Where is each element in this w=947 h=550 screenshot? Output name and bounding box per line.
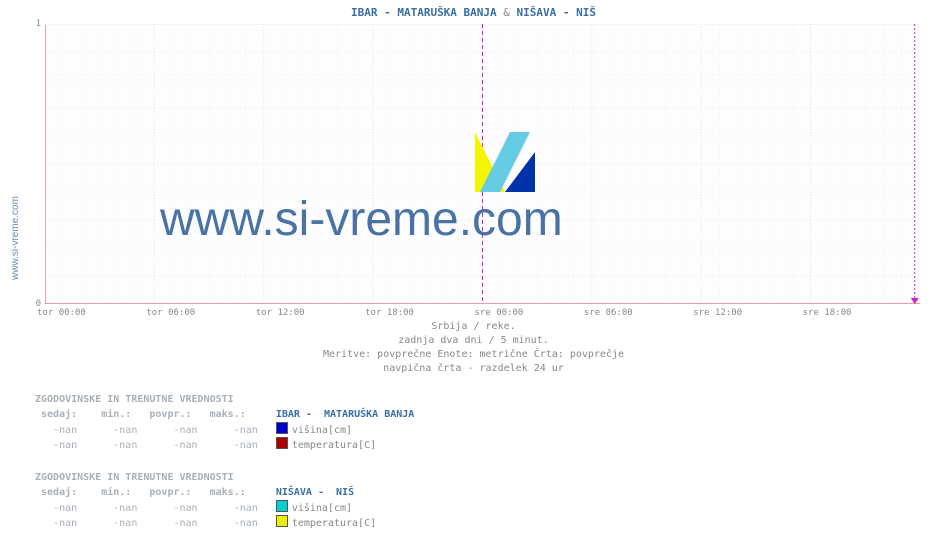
- legend-swatch: [276, 515, 288, 527]
- legend-swatch: [276, 437, 288, 449]
- legend-variable: temperatura[C]: [292, 518, 376, 529]
- xtick: tor 12:00: [256, 308, 305, 318]
- legend-variable: temperatura[C]: [292, 440, 376, 451]
- legend-swatch: [276, 500, 288, 512]
- chart-title: IBAR - MATARUŠKA BANJA & NIŠAVA - NIŠ: [0, 6, 947, 19]
- legend-row: -nan -nan -nan -nan višina[cm]: [35, 500, 376, 515]
- legend-swatch: [276, 422, 288, 434]
- caption-line: Srbija / reke.: [0, 320, 947, 334]
- ytick: 1: [36, 19, 41, 29]
- xtick: sre 00:00: [475, 308, 524, 318]
- caption-line: Meritve: povprečne Enote: metrične Črta:…: [0, 348, 947, 362]
- xtick: sre 12:00: [693, 308, 742, 318]
- xtick: sre 06:00: [584, 308, 633, 318]
- legend-block: ZGODOVINSKE IN TRENUTNE VREDNOSTI sedaj:…: [35, 392, 414, 452]
- legend-variable: višina[cm]: [292, 503, 352, 514]
- caption-line: zadnja dva dni / 5 minut.: [0, 334, 947, 348]
- chart-captions: Srbija / reke.zadnja dva dni / 5 minut.M…: [0, 320, 947, 376]
- legend-row: -nan -nan -nan -nan višina[cm]: [35, 422, 414, 437]
- watermark-logo-svg: [475, 132, 535, 192]
- watermark-logo: [475, 132, 535, 192]
- side-url: www.si-vreme.com: [10, 196, 21, 280]
- xtick: tor 06:00: [146, 308, 195, 318]
- legend-columns: sedaj: min.: povpr.: maks.: IBAR - MATAR…: [35, 407, 414, 422]
- legend-row: -nan -nan -nan -nan temperatura[C]: [35, 437, 414, 452]
- legend-row: -nan -nan -nan -nan temperatura[C]: [35, 515, 376, 530]
- caption-line: navpična črta - razdelek 24 ur: [0, 362, 947, 376]
- chart-plot: www.si-vreme.com 01tor 00:00tor 06:00tor…: [45, 24, 920, 304]
- legend-block: ZGODOVINSKE IN TRENUTNE VREDNOSTI sedaj:…: [35, 470, 376, 530]
- legend-columns: sedaj: min.: povpr.: maks.: NIŠAVA - NIŠ: [35, 485, 376, 500]
- legend-header: ZGODOVINSKE IN TRENUTNE VREDNOSTI: [35, 470, 376, 485]
- xtick: tor 18:00: [365, 308, 414, 318]
- xtick: sre 18:00: [803, 308, 852, 318]
- legend-header: ZGODOVINSKE IN TRENUTNE VREDNOSTI: [35, 392, 414, 407]
- legend-variable: višina[cm]: [292, 425, 352, 436]
- xtick: tor 00:00: [37, 308, 86, 318]
